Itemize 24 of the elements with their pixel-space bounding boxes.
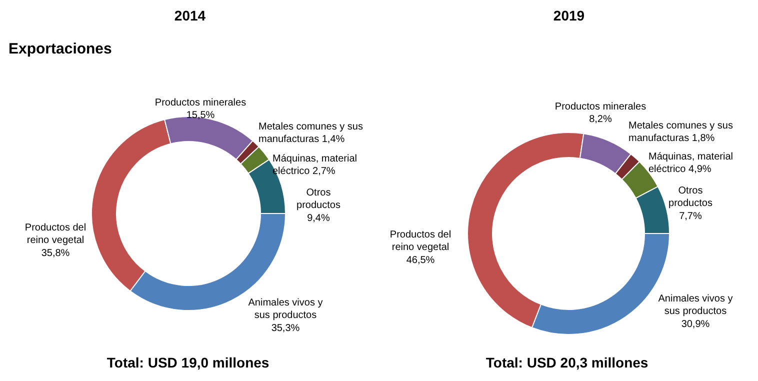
slice-label: Otros productos (296, 188, 340, 212)
chart-title: 2014 (174, 8, 206, 24)
data-label: 35,8% (41, 248, 70, 259)
data-label: 9,4% (307, 212, 330, 224)
text: Total: USD 20,3 millones (486, 354, 648, 370)
slice-label: Productos del reino vegetal (24, 222, 86, 246)
data-label: 46,5% (406, 254, 435, 266)
slice-label: Metales comunes y sus manufacturas 1,4% (258, 122, 363, 146)
data-label: 35,3% (271, 322, 300, 334)
slice-label: Otros productos (668, 186, 712, 210)
slice-label: Metales comunes y sus manufacturas 1,8% (628, 120, 733, 144)
data-label: 8,2% (589, 114, 612, 126)
slice-label: Animales vivos y sus productos (658, 294, 733, 318)
slice-label: Productos minerales (554, 102, 646, 112)
text: Total: USD 19,0 millones (106, 354, 270, 370)
chart-title: 2019 (553, 8, 585, 24)
slice-label: Máquinas, material eléctrico 4,9% (648, 152, 733, 176)
slice-label: Productos del reino vegetal (390, 230, 452, 254)
slice-label: Productos minerales (154, 98, 246, 108)
data-label: 15,5% (186, 110, 215, 122)
chart-subtitle: Exportaciones (8, 40, 112, 58)
slice-label: Animales vivos y sus productos (248, 298, 323, 322)
data-label: 7,7% (679, 210, 702, 222)
data-label: 30,9% (681, 318, 710, 330)
